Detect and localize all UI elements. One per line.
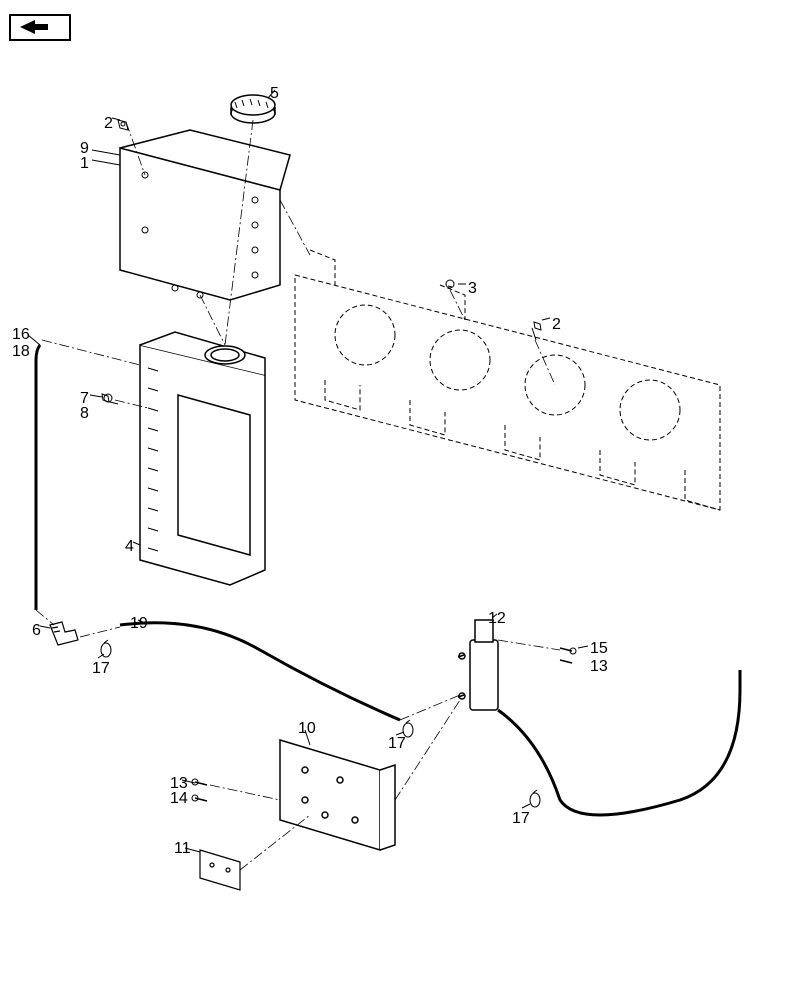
part-elbow xyxy=(50,622,78,645)
part-hose-19 xyxy=(120,623,400,720)
callout-11: 11 xyxy=(174,840,191,858)
callout-17b: 17 xyxy=(388,735,406,753)
part-plate-11 xyxy=(200,850,240,890)
callout-1: 1 xyxy=(80,155,89,173)
callout-15: 15 xyxy=(590,640,608,658)
part-rear-panel xyxy=(295,250,720,510)
parts-diagram xyxy=(0,0,812,1000)
callout-14: 14 xyxy=(170,790,188,808)
part-screws-1315 xyxy=(560,648,576,663)
callout-17c: 17 xyxy=(512,810,530,828)
part-pump-bracket xyxy=(280,740,395,850)
callout-3: 3 xyxy=(468,280,477,298)
return-icon xyxy=(10,15,70,40)
callout-12: 12 xyxy=(488,610,506,628)
part-screws-1314 xyxy=(192,779,207,801)
part-cap xyxy=(231,95,275,123)
callout-19: 19 xyxy=(130,615,148,633)
callout-6: 6 xyxy=(32,622,41,640)
part-tank xyxy=(140,332,265,585)
callout-18: 18 xyxy=(12,343,30,361)
part-screw-2a xyxy=(118,120,128,130)
callout-2a: 2 xyxy=(104,115,113,133)
part-screw-78 xyxy=(102,394,118,404)
callout-2b: 2 xyxy=(552,316,561,334)
part-clamp-17c xyxy=(530,790,540,807)
part-pump xyxy=(458,620,498,710)
callout-8: 8 xyxy=(80,405,89,423)
callout-10: 10 xyxy=(298,720,316,738)
callout-16: 16 xyxy=(12,326,30,344)
part-hose-left xyxy=(36,345,40,610)
part-screw-3 xyxy=(446,280,454,288)
callout-5: 5 xyxy=(270,85,279,103)
part-bracket-plate xyxy=(120,130,290,300)
callout-13a: 13 xyxy=(590,658,608,676)
callout-4: 4 xyxy=(125,538,134,556)
callout-17a: 17 xyxy=(92,660,110,678)
